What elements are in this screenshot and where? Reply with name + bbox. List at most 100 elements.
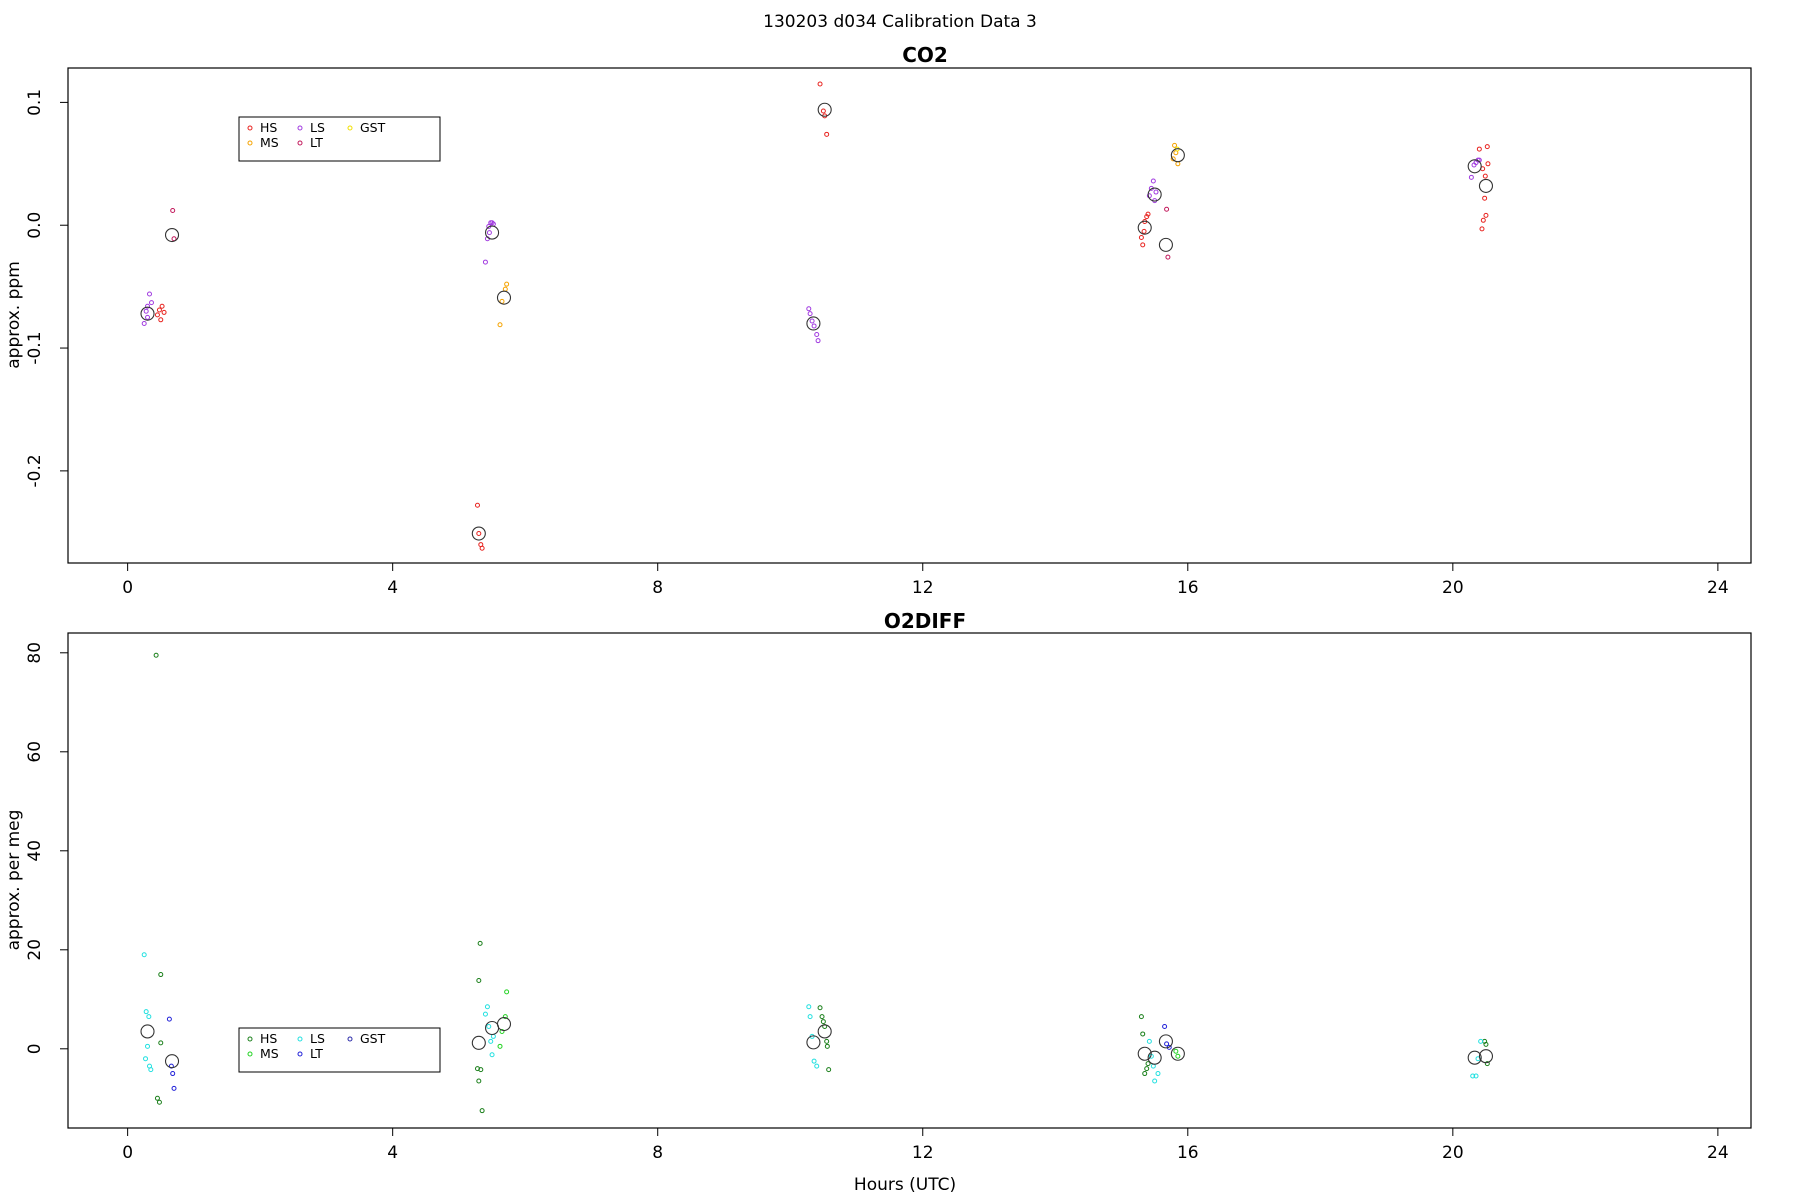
co2-point-hs xyxy=(158,317,164,323)
co2-legend-label: LT xyxy=(310,135,323,150)
o2diff-legend-marker xyxy=(297,1051,303,1057)
co2-y-axis: -0.2 -0.1 0.0 0.1 xyxy=(25,89,69,487)
o2diff-point-ls xyxy=(145,1043,151,1049)
o2diff-legend-box xyxy=(238,1027,441,1073)
o2diff-point-ls xyxy=(807,1014,813,1020)
o2diff-legend-label: GST xyxy=(360,1031,386,1046)
co2-point-hs xyxy=(1141,228,1147,234)
o2diff-point-mean xyxy=(817,1024,832,1039)
co2-point-lt xyxy=(1164,206,1170,212)
co2-point-ls xyxy=(814,332,820,338)
co2-point-mean xyxy=(140,306,155,321)
co2-y-axis-label: approx. ppm xyxy=(4,261,24,369)
co2-point-lt xyxy=(170,207,176,213)
co2-point-hs xyxy=(824,131,830,137)
co2-point-ms xyxy=(497,322,503,328)
o2diff-point-hs xyxy=(1142,1071,1148,1077)
co2-point-lt xyxy=(1165,254,1171,260)
o2diff-point-hs xyxy=(820,1019,826,1025)
co2-point-mean xyxy=(1147,187,1162,202)
o2diff-point-ms xyxy=(497,1043,503,1049)
co2-point-mean xyxy=(1467,159,1482,174)
o2diff-x-tick-label: 24 xyxy=(1707,1143,1729,1163)
o2diff-point-ls xyxy=(489,1052,495,1058)
co2-point-mean xyxy=(485,225,500,240)
o2diff-legend-label: HS xyxy=(260,1031,277,1046)
o2diff-point-hs xyxy=(158,972,164,978)
o2diff-panel-title: O2DIFF xyxy=(884,609,966,633)
o2diff-point-hs xyxy=(1140,1031,1146,1037)
co2-x-tick-label: 16 xyxy=(1177,578,1199,598)
o2diff-point-mean xyxy=(1478,1049,1494,1064)
co2-x-tick-label: 20 xyxy=(1442,578,1464,598)
o2diff-x-tick-label: 12 xyxy=(912,1143,934,1163)
o2diff-point-ls xyxy=(488,1038,494,1044)
o2diff-point-lt xyxy=(171,1085,177,1091)
co2-point-mean xyxy=(1137,220,1152,235)
o2diff-point-hs xyxy=(154,1095,160,1101)
o2diff-point-ls xyxy=(486,1024,492,1030)
co2-point-ls xyxy=(811,323,817,329)
o2diff-point-mean xyxy=(496,1017,512,1032)
co2-point-ls xyxy=(145,314,151,320)
o2diff-point-ls xyxy=(143,1009,149,1015)
o2diff-point-ms xyxy=(499,1028,505,1034)
o2diff-point-ls xyxy=(1473,1073,1479,1079)
o2diff-point-hs xyxy=(476,977,482,983)
o2diff-legend-marker xyxy=(347,1036,353,1042)
o2diff-legend-marker xyxy=(247,1036,253,1042)
co2-legend-box xyxy=(238,116,441,162)
o2diff-point-ls xyxy=(1146,1038,1152,1044)
co2-point-ls xyxy=(482,259,488,265)
o2diff-point-lt xyxy=(170,1071,176,1077)
figure-suptitle: 130203 d034 Calibration Data 3 xyxy=(763,12,1037,32)
o2diff-point-mean xyxy=(164,1054,180,1069)
co2-x-tick-label: 0 xyxy=(122,578,133,598)
co2-point-ms xyxy=(502,286,508,292)
o2diff-y-tick-label: 0 xyxy=(25,1043,45,1054)
o2diff-point-hs xyxy=(817,1005,823,1011)
co2-legend-label: GST xyxy=(360,120,386,135)
co2-point-hs xyxy=(161,309,167,315)
co2-point-ls xyxy=(143,308,149,314)
o2diff-legend-marker xyxy=(297,1036,303,1042)
co2-point-ms xyxy=(1175,161,1181,167)
co2-point-mean xyxy=(1478,178,1494,193)
o2diff-legend-label: LS xyxy=(310,1031,325,1046)
o2diff-legend-marker xyxy=(247,1051,253,1057)
o2diff-point-ls xyxy=(806,1004,812,1010)
co2-point-hs xyxy=(1140,242,1146,248)
o2diff-point-hs xyxy=(824,1043,830,1049)
co2-y-tick-label: 0.0 xyxy=(25,212,45,239)
o2diff-points xyxy=(140,652,1494,1114)
o2diff-x-tick-label: 20 xyxy=(1442,1143,1464,1163)
co2-point-hs xyxy=(1138,235,1144,241)
o2diff-point-hs xyxy=(1484,1061,1490,1067)
co2-point-hs xyxy=(1485,161,1491,167)
co2-point-hs xyxy=(1145,211,1151,217)
o2diff-y-tick-label: 20 xyxy=(25,939,45,961)
co2-point-mean xyxy=(806,316,821,331)
o2diff-y-tick-label: 60 xyxy=(25,741,45,763)
co2-point-ms xyxy=(504,281,510,287)
o2diff-point-hs xyxy=(479,1108,485,1114)
o2diff-point-ls xyxy=(143,1056,149,1062)
co2-point-mean xyxy=(496,290,512,305)
o2diff-point-hs xyxy=(824,1038,830,1044)
co2-point-ms xyxy=(1172,142,1178,148)
o2diff-point-ls xyxy=(141,952,147,958)
o2diff-point-mean xyxy=(1137,1046,1152,1061)
o2diff-point-ls xyxy=(148,1067,154,1073)
co2-point-hs xyxy=(1482,173,1488,179)
co2-point-hs xyxy=(154,312,160,318)
co2-x-tick-label: 24 xyxy=(1707,578,1729,598)
o2diff-point-mean xyxy=(471,1035,486,1050)
o2diff-point-hs xyxy=(826,1067,832,1073)
o2diff-point-ls xyxy=(146,1014,152,1020)
co2-y-tick-label: -0.1 xyxy=(25,331,45,364)
co2-point-hs xyxy=(1484,144,1490,150)
co2-legend-marker xyxy=(347,125,353,131)
co2-point-ls xyxy=(1468,174,1474,180)
co2-legend-marker xyxy=(297,140,303,146)
